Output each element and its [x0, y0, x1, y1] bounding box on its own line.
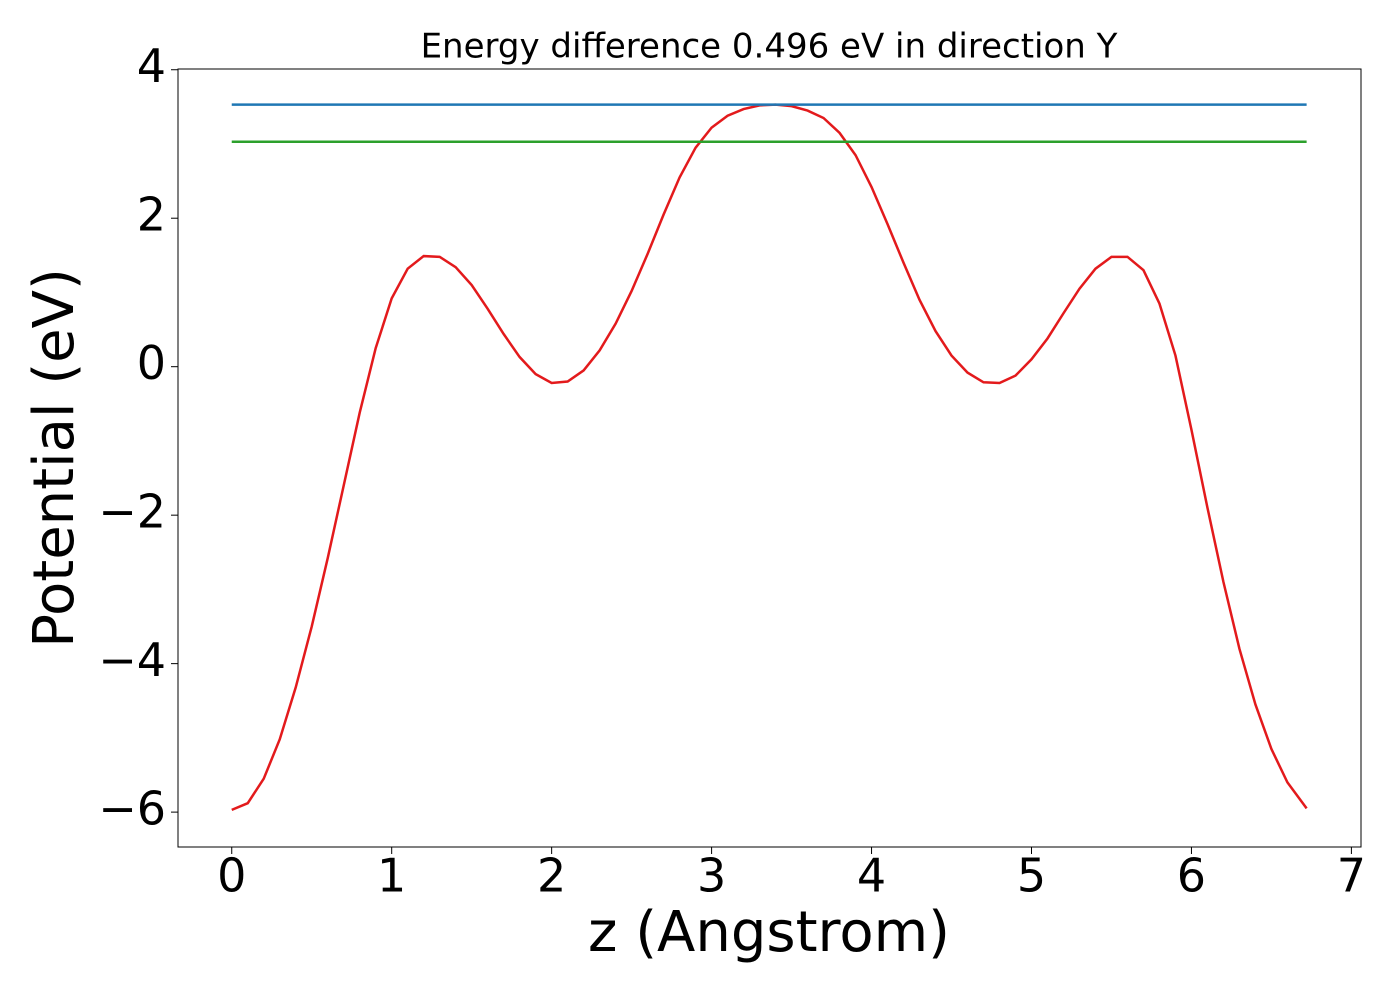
y-tick-label: 2 [137, 188, 166, 242]
y-tick-label: 0 [137, 336, 166, 390]
x-tick-label: 1 [377, 849, 406, 903]
x-tick-label: 5 [1017, 849, 1046, 903]
x-tick-label: 3 [697, 849, 726, 903]
plot-frame [177, 68, 1362, 848]
y-tick-label: −6 [98, 782, 166, 836]
y-axis-label: Potential (eV) [22, 268, 87, 648]
x-tick-label: 0 [217, 849, 246, 903]
line [231, 103, 1308, 812]
x-tick-label: 7 [1337, 849, 1366, 903]
chart-title: Energy difference 0.496 eV in direction … [421, 27, 1118, 67]
x-tick-label: 6 [1177, 849, 1206, 903]
x-tick-label: 4 [857, 849, 886, 903]
x-axis-label: z (Angstrom) [588, 900, 950, 965]
y-tick-label: 4 [137, 39, 166, 93]
y-tick-label: −2 [98, 485, 166, 539]
y-tick-label: −4 [98, 633, 166, 687]
x-tick-label: 2 [537, 849, 566, 903]
